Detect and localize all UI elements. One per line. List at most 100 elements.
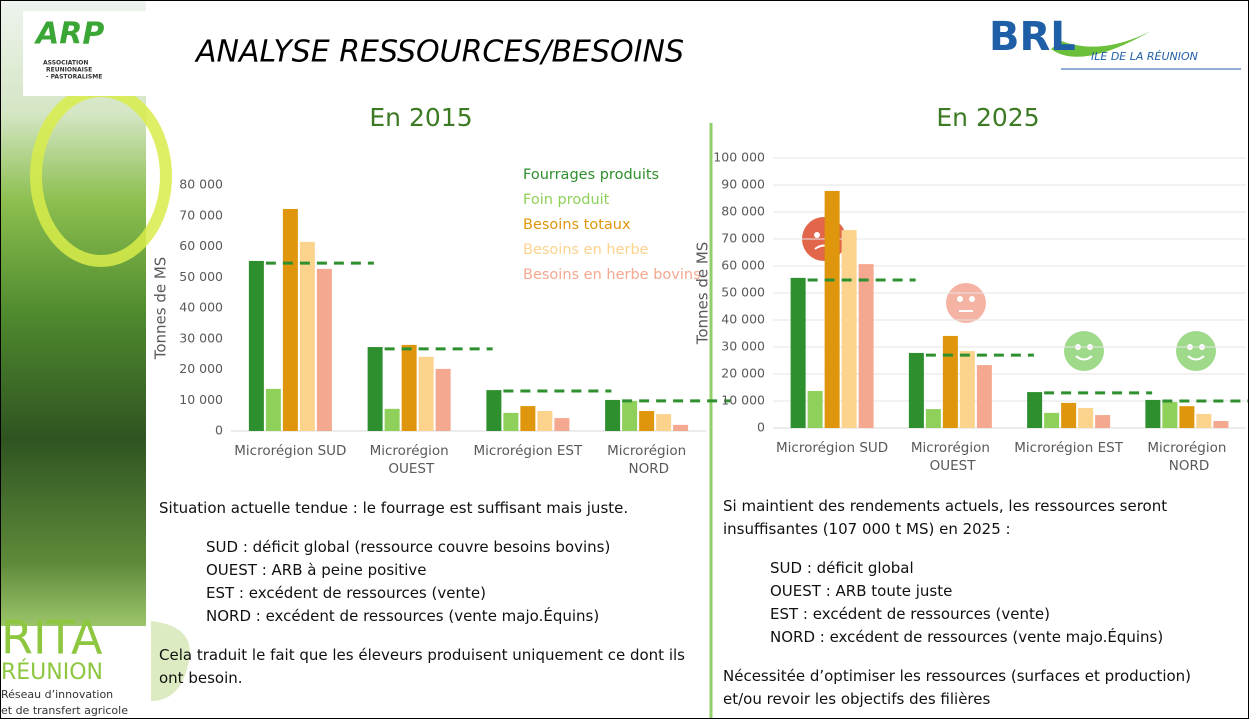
legend-entry: Besoins en herbe bovins — [523, 267, 701, 283]
slide-title: ANALYSE RESSOURCES/BESOINS — [194, 35, 684, 70]
rita-tagline: et de transfert agricole — [1, 704, 128, 717]
x-tick-label-line: OUEST — [384, 461, 435, 477]
y-tick-label: 40 000 — [721, 312, 765, 327]
x-tick-label: Microrégion EST — [474, 443, 583, 459]
bar — [1196, 414, 1211, 428]
chart-title: En 2025 — [936, 103, 1039, 132]
x-tick-label: Microrégion OUEST — [911, 440, 990, 474]
y-tick-label: 50 000 — [721, 285, 765, 300]
legend-entry: Foin produit — [523, 192, 610, 208]
y-tick-label: 10 000 — [721, 393, 765, 408]
bar — [1078, 408, 1093, 428]
smiley-green — [1176, 331, 1216, 371]
bar — [960, 351, 975, 428]
item: OUEST : ARB toute juste — [770, 580, 1233, 603]
bar — [317, 269, 332, 431]
bar — [639, 411, 654, 431]
bar — [249, 261, 264, 431]
bar — [808, 391, 823, 428]
smiley-pink — [946, 283, 986, 323]
bar — [1061, 403, 1076, 428]
bar — [943, 336, 958, 428]
bar — [673, 425, 688, 431]
y-tick-label: 60 000 — [721, 258, 765, 273]
legend-entry: Besoins totaux — [523, 217, 631, 233]
y-tick-label: 60 000 — [179, 238, 223, 253]
bar — [503, 413, 518, 431]
rita-logo: RITA — [1, 611, 103, 665]
legend-entry: Fourrages produits — [523, 167, 659, 183]
bar — [1095, 415, 1110, 428]
bar — [842, 230, 857, 428]
paragraph: Nécessitée d’optimiser les ressources (s… — [723, 665, 1233, 711]
right-text: Si maintient des rendements actuels, les… — [723, 495, 1233, 711]
y-tick-label: 0 — [757, 420, 765, 435]
item: NORD : excédent de ressources (vente maj… — [770, 626, 1233, 649]
x-tick-label: Microrégion NORD — [607, 443, 686, 477]
y-tick-label: 100 000 — [713, 150, 765, 165]
bar — [605, 400, 620, 431]
bar — [436, 369, 451, 431]
arp-subtitle: REUNIONAISE — [46, 67, 92, 74]
y-tick-label: 20 000 — [179, 361, 223, 376]
rita-tagline: Réseau d’innovation — [1, 688, 113, 701]
y-tick-label: 70 000 — [721, 231, 765, 246]
legend-entry: Besoins en herbe — [523, 242, 649, 258]
rita-subtitle: RÉUNION — [1, 659, 103, 685]
arp-logo: ARP — [34, 17, 104, 52]
y-tick-label: 0 — [215, 423, 223, 438]
bar — [1162, 402, 1177, 428]
chart-title: En 2015 — [369, 103, 472, 132]
x-tick-label-line: OUEST — [925, 458, 976, 474]
item-list: SUD : déficit global (ressource couvre b… — [206, 536, 704, 628]
x-tick-label-line: Microrégion — [607, 443, 686, 459]
bar — [859, 264, 874, 428]
bar — [300, 242, 315, 431]
bar — [825, 191, 840, 428]
bar — [1027, 392, 1042, 428]
bar — [266, 389, 281, 431]
bar — [909, 353, 924, 428]
bar — [926, 409, 941, 428]
x-tick-label-line: NORD — [624, 461, 669, 477]
paragraph: Cela traduit le fait que les éleveurs pr… — [159, 644, 704, 690]
item: SUD : déficit global (ressource couvre b… — [206, 536, 704, 559]
bar — [554, 418, 569, 431]
y-tick-label: 30 000 — [721, 339, 765, 354]
bar — [520, 406, 535, 431]
x-tick-label-line: Microrégion — [1147, 440, 1226, 456]
bar — [656, 414, 671, 431]
arp-subtitle: - PASTORALISME — [46, 74, 102, 81]
item: EST : excédent de ressources (vente) — [206, 582, 704, 605]
bar — [1044, 413, 1059, 428]
bar — [1145, 400, 1160, 428]
bar — [1213, 421, 1228, 428]
bar — [368, 347, 383, 431]
x-tick-label-line: Microrégion — [370, 443, 449, 459]
paragraph: Situation actuelle tendue : le fourrage … — [159, 497, 704, 520]
bar — [385, 409, 400, 431]
bar — [402, 345, 417, 431]
bar — [283, 209, 298, 431]
x-tick-label: Microrégion SUD — [776, 440, 888, 456]
y-tick-label: 90 000 — [721, 177, 765, 192]
bar — [1179, 406, 1194, 428]
slide: ARP ASSOCIATION REUNIONAISE - PASTORALIS… — [0, 0, 1249, 719]
item: SUD : déficit global — [770, 557, 1233, 580]
y-tick-label: 80 000 — [179, 177, 223, 192]
x-tick-label: Microrégion NORD — [1147, 440, 1226, 474]
x-tick-label: Microrégion OUEST — [370, 443, 449, 477]
bar — [622, 401, 637, 431]
item-list: SUD : déficit global OUEST : ARB toute j… — [770, 557, 1233, 649]
brl-logo: BRL — [989, 14, 1076, 60]
bar — [791, 278, 806, 428]
bar — [537, 411, 552, 431]
x-tick-label-line: NORD — [1164, 458, 1209, 474]
x-tick-label-line: Microrégion — [911, 440, 990, 456]
brl-subtitle: ILE DE LA RÉUNION — [1091, 50, 1198, 63]
bar — [486, 390, 501, 431]
item: OUEST : ARB à peine positive — [206, 559, 704, 582]
y-tick-label: 30 000 — [179, 330, 223, 345]
y-axis-label: Tonnes de MS — [694, 242, 712, 346]
y-tick-label: 20 000 — [721, 366, 765, 381]
